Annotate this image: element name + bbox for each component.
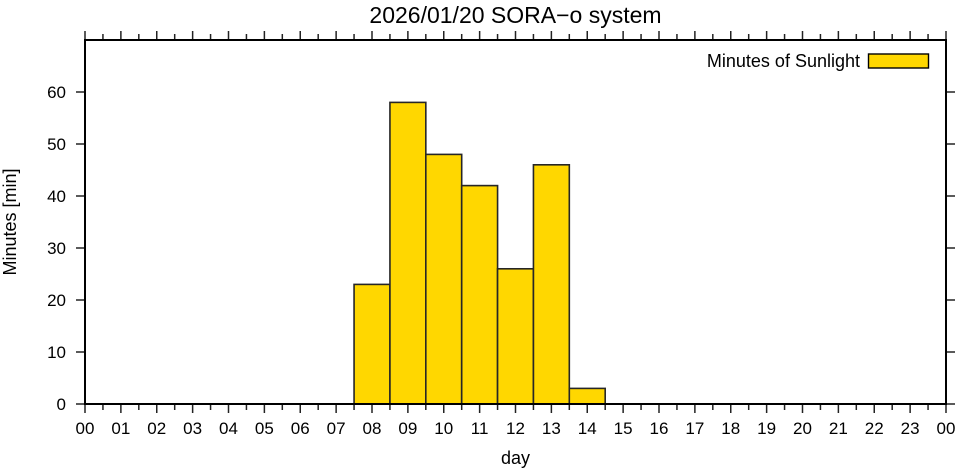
x-tick-label: 12 bbox=[506, 419, 525, 438]
x-tick-label: 15 bbox=[614, 419, 633, 438]
x-tick-label: 14 bbox=[578, 419, 597, 438]
x-tick-label: 10 bbox=[434, 419, 453, 438]
y-tick-labels: 0 10 20 30 40 50 60 bbox=[47, 83, 66, 414]
y-tick-label: 30 bbox=[47, 239, 66, 258]
x-tick-label: 19 bbox=[757, 419, 776, 438]
legend-label: Minutes of Sunlight bbox=[707, 51, 860, 71]
bar-hour-12 bbox=[496, 267, 535, 405]
y-tick-label: 20 bbox=[47, 291, 66, 310]
x-tick-label: 20 bbox=[793, 419, 812, 438]
bar-hour-10 bbox=[425, 153, 463, 405]
x-tick-label: 01 bbox=[111, 419, 130, 438]
x-tick-label: 02 bbox=[147, 419, 166, 438]
y-tick-label: 50 bbox=[47, 135, 66, 154]
plot-border bbox=[84, 39, 947, 405]
x-tick-label: 00 bbox=[76, 419, 95, 438]
x-tick-label: 13 bbox=[542, 419, 561, 438]
legend: Minutes of Sunlight bbox=[707, 51, 930, 71]
bars-layer bbox=[353, 101, 606, 405]
x-tick-label: 04 bbox=[219, 419, 238, 438]
bar-hour-14 bbox=[568, 387, 606, 405]
ticks-layer bbox=[76, 31, 955, 413]
x-tick-label: 18 bbox=[721, 419, 740, 438]
x-axis-label: day bbox=[501, 448, 530, 468]
bar-hour-08 bbox=[353, 283, 391, 405]
y-tick-label: 40 bbox=[47, 187, 66, 206]
y-tick-label: 10 bbox=[47, 343, 66, 362]
x-tick-label: 08 bbox=[363, 419, 382, 438]
x-tick-label: 22 bbox=[865, 419, 884, 438]
x-tick-labels: 00 01 02 03 04 05 06 07 08 09 10 11 12 13 14 15 16 17 18 19… bbox=[76, 419, 956, 438]
y-tick-label: 0 bbox=[57, 395, 66, 414]
chart-title: 2026/01/20 SORA−o system bbox=[369, 2, 661, 28]
bar-hour-13 bbox=[532, 164, 571, 405]
x-tick-label: 00 bbox=[937, 419, 956, 438]
x-tick-label: 17 bbox=[685, 419, 704, 438]
x-tick-label: 03 bbox=[183, 419, 202, 438]
x-tick-label: 16 bbox=[650, 419, 669, 438]
bar-hour-11 bbox=[460, 184, 499, 405]
legend-swatch bbox=[867, 53, 930, 69]
y-tick-label: 60 bbox=[47, 83, 66, 102]
x-tick-label: 23 bbox=[901, 419, 920, 438]
x-tick-label: 21 bbox=[829, 419, 848, 438]
bar-hour-09 bbox=[389, 101, 427, 405]
x-tick-label: 11 bbox=[471, 419, 489, 438]
x-tick-label: 07 bbox=[327, 419, 346, 438]
y-axis-label: Minutes [min] bbox=[0, 168, 20, 275]
x-tick-label: 06 bbox=[291, 419, 310, 438]
x-tick-label: 05 bbox=[255, 419, 274, 438]
x-tick-label: 09 bbox=[398, 419, 417, 438]
